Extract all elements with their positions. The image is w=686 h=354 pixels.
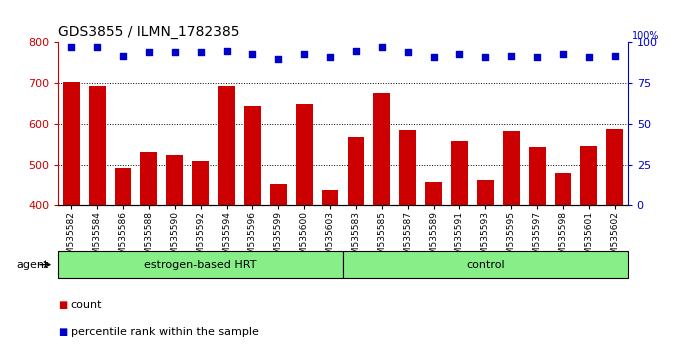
- Text: 100%: 100%: [632, 31, 659, 41]
- Text: estrogen-based HRT: estrogen-based HRT: [145, 259, 257, 270]
- Bar: [270, 184, 287, 205]
- Point: [480, 54, 491, 60]
- Bar: [343, 251, 628, 278]
- Bar: [218, 86, 235, 205]
- Bar: [244, 106, 261, 205]
- Point: [402, 50, 413, 55]
- Bar: [322, 190, 338, 205]
- Bar: [451, 141, 468, 205]
- Bar: [477, 180, 494, 205]
- Bar: [529, 147, 545, 205]
- Point: [506, 53, 517, 58]
- Bar: [399, 130, 416, 205]
- Point: [377, 45, 388, 50]
- Bar: [192, 161, 209, 205]
- Point: [117, 53, 128, 58]
- Text: agent: agent: [16, 259, 49, 270]
- Bar: [167, 155, 183, 205]
- Bar: [373, 93, 390, 205]
- Point: [428, 54, 439, 60]
- Point: [532, 54, 543, 60]
- Bar: [606, 129, 623, 205]
- Bar: [503, 131, 519, 205]
- Text: ■: ■: [58, 300, 67, 310]
- Point: [143, 50, 154, 55]
- Bar: [141, 152, 157, 205]
- Bar: [296, 104, 313, 205]
- Point: [351, 48, 362, 53]
- Bar: [425, 182, 442, 205]
- Point: [298, 51, 309, 57]
- Point: [169, 50, 180, 55]
- Point: [609, 53, 620, 58]
- Point: [454, 51, 465, 57]
- Bar: [554, 173, 571, 205]
- Point: [558, 51, 569, 57]
- Point: [196, 50, 206, 55]
- Point: [324, 54, 335, 60]
- Point: [273, 56, 284, 62]
- Text: count: count: [71, 300, 102, 310]
- Point: [583, 54, 594, 60]
- Bar: [58, 251, 343, 278]
- Bar: [115, 168, 132, 205]
- Bar: [88, 86, 106, 205]
- Text: control: control: [466, 259, 505, 270]
- Bar: [348, 137, 364, 205]
- Point: [92, 45, 103, 50]
- Text: percentile rank within the sample: percentile rank within the sample: [71, 327, 259, 337]
- Bar: [63, 82, 80, 205]
- Bar: [580, 146, 598, 205]
- Text: ■: ■: [58, 327, 67, 337]
- Point: [247, 51, 258, 57]
- Point: [66, 45, 77, 50]
- Text: GDS3855 / ILMN_1782385: GDS3855 / ILMN_1782385: [58, 25, 240, 39]
- Point: [221, 48, 232, 53]
